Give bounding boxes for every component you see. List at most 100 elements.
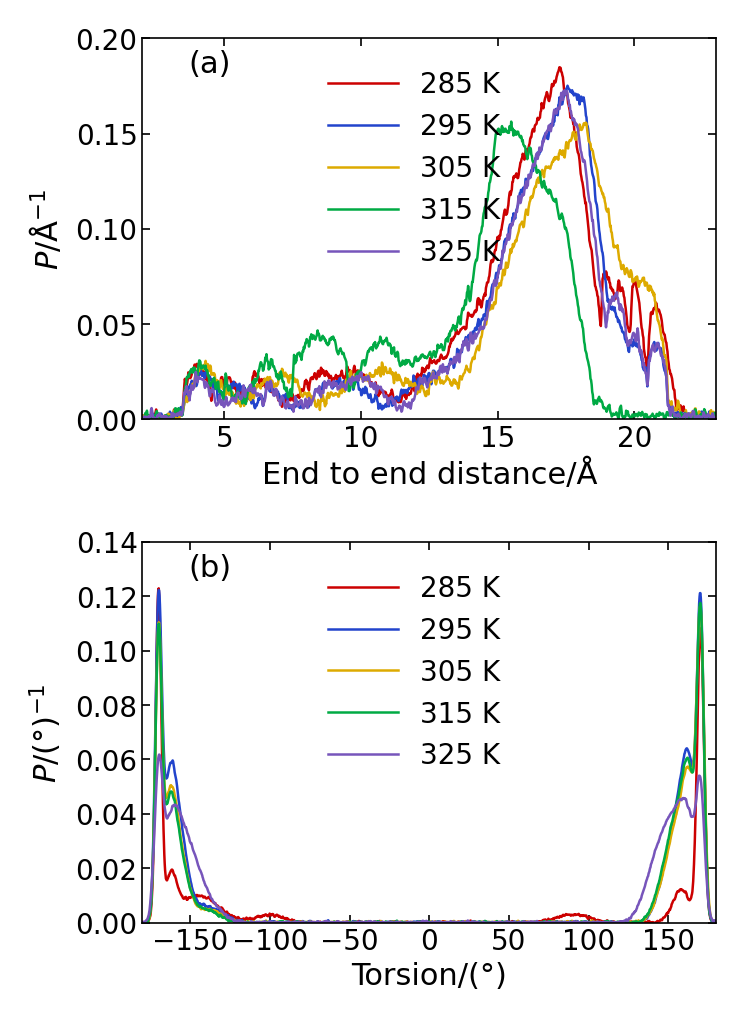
305 K xyxy=(581,117,590,129)
325 K xyxy=(243,917,252,929)
285 K xyxy=(533,115,542,127)
295 K xyxy=(330,916,339,928)
315 K xyxy=(142,917,151,929)
315 K xyxy=(138,916,147,928)
Text: (b): (b) xyxy=(188,554,231,582)
295 K xyxy=(145,413,154,426)
305 K xyxy=(644,908,652,920)
305 K xyxy=(138,917,147,929)
325 K xyxy=(532,148,541,160)
315 K xyxy=(712,916,721,928)
295 K xyxy=(519,917,527,929)
305 K xyxy=(696,601,705,613)
325 K xyxy=(138,413,147,426)
325 K xyxy=(594,916,603,928)
325 K xyxy=(196,373,205,385)
315 K xyxy=(596,394,605,406)
285 K xyxy=(597,308,606,321)
315 K xyxy=(533,167,542,179)
295 K xyxy=(597,241,606,253)
295 K xyxy=(138,411,147,423)
315 K xyxy=(507,116,516,128)
Y-axis label: $P$/$\rm\AA^{-1}$: $P$/$\rm\AA^{-1}$ xyxy=(28,188,64,270)
325 K xyxy=(560,84,569,97)
285 K xyxy=(310,917,318,929)
305 K xyxy=(518,916,527,928)
Line: 295 K: 295 K xyxy=(142,87,716,419)
Legend: 285 K, 295 K, 305 K, 315 K, 325 K: 285 K, 295 K, 305 K, 315 K, 325 K xyxy=(317,564,511,781)
325 K xyxy=(266,916,275,928)
285 K xyxy=(197,365,206,378)
295 K xyxy=(533,150,542,162)
305 K xyxy=(150,413,159,426)
285 K xyxy=(330,916,339,928)
325 K xyxy=(138,916,147,928)
295 K xyxy=(712,408,721,420)
285 K xyxy=(391,394,400,406)
315 K xyxy=(696,598,705,610)
315 K xyxy=(138,413,147,426)
285 K xyxy=(594,914,603,926)
Line: 285 K: 285 K xyxy=(142,68,716,419)
305 K xyxy=(586,144,595,156)
Line: 305 K: 305 K xyxy=(142,123,716,419)
285 K xyxy=(252,911,261,923)
285 K xyxy=(138,916,147,928)
315 K xyxy=(644,907,653,919)
305 K xyxy=(391,366,400,379)
325 K xyxy=(252,916,261,928)
305 K xyxy=(251,916,260,928)
295 K xyxy=(266,915,275,927)
325 K xyxy=(330,916,339,928)
X-axis label: End to end distance/Å: End to end distance/Å xyxy=(262,458,597,490)
Line: 305 K: 305 K xyxy=(142,607,716,923)
285 K xyxy=(519,916,527,928)
285 K xyxy=(371,380,379,392)
285 K xyxy=(150,413,158,426)
285 K xyxy=(644,915,653,927)
295 K xyxy=(252,916,261,928)
285 K xyxy=(138,409,147,421)
Line: 315 K: 315 K xyxy=(142,604,716,923)
X-axis label: Torsion/(°): Torsion/(°) xyxy=(351,961,507,991)
305 K xyxy=(330,916,339,928)
Line: 325 K: 325 K xyxy=(142,91,716,419)
315 K xyxy=(712,408,721,420)
325 K xyxy=(519,915,527,927)
325 K xyxy=(712,412,721,425)
285 K xyxy=(266,908,275,920)
305 K xyxy=(197,359,206,372)
315 K xyxy=(370,340,379,352)
305 K xyxy=(597,185,606,197)
315 K xyxy=(196,362,205,375)
315 K xyxy=(586,373,595,385)
325 K xyxy=(644,866,653,879)
295 K xyxy=(197,366,206,379)
285 K xyxy=(712,412,721,425)
305 K xyxy=(138,410,147,422)
325 K xyxy=(712,915,721,927)
295 K xyxy=(593,916,602,928)
295 K xyxy=(586,159,595,171)
285 K xyxy=(154,582,163,595)
315 K xyxy=(266,916,275,928)
Line: 295 K: 295 K xyxy=(142,590,716,923)
305 K xyxy=(712,413,721,426)
325 K xyxy=(370,379,379,391)
305 K xyxy=(371,367,379,380)
315 K xyxy=(593,916,602,928)
295 K xyxy=(712,916,721,928)
315 K xyxy=(252,916,261,928)
Line: 285 K: 285 K xyxy=(142,588,716,923)
315 K xyxy=(391,349,400,361)
Y-axis label: $P$/(°)$^{-1}$: $P$/(°)$^{-1}$ xyxy=(28,683,64,782)
305 K xyxy=(712,917,721,929)
305 K xyxy=(266,916,275,928)
Legend: 285 K, 295 K, 305 K, 315 K, 325 K: 285 K, 295 K, 305 K, 315 K, 325 K xyxy=(317,60,511,278)
295 K xyxy=(644,909,653,921)
Line: 325 K: 325 K xyxy=(142,754,716,923)
315 K xyxy=(519,916,527,928)
295 K xyxy=(563,80,572,93)
325 K xyxy=(596,282,605,294)
305 K xyxy=(593,915,602,927)
